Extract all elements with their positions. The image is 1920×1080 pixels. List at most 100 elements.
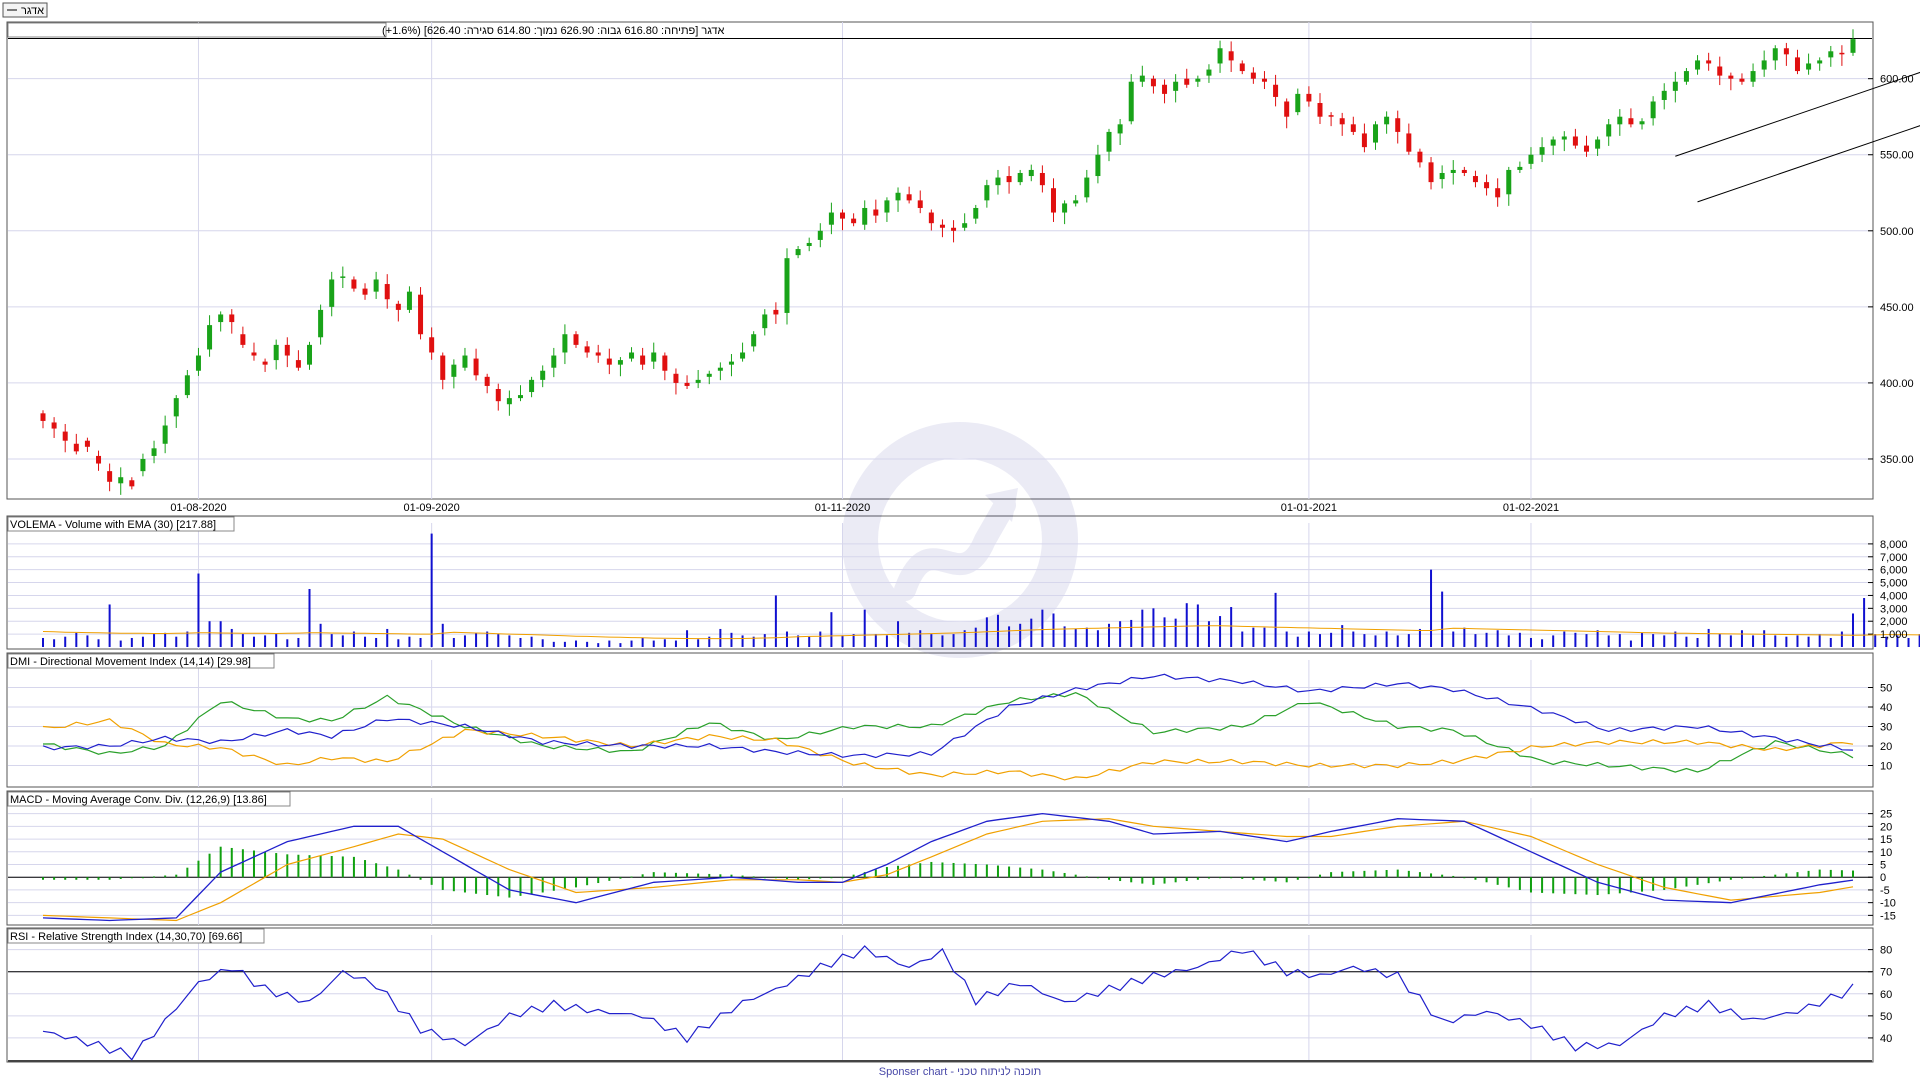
volume-bar bbox=[1341, 625, 1344, 647]
candle-body bbox=[1217, 48, 1223, 64]
macd-histogram-bar bbox=[53, 877, 56, 880]
macd-histogram-bar bbox=[1185, 877, 1188, 882]
macd-histogram-bar bbox=[597, 877, 600, 884]
candle-body bbox=[573, 334, 579, 345]
candle-body bbox=[1595, 139, 1601, 149]
candle-body bbox=[484, 376, 490, 386]
volume-bar bbox=[1185, 603, 1188, 647]
macd-histogram-bar bbox=[1363, 870, 1366, 878]
volume-bar bbox=[1674, 631, 1677, 647]
volume-bar bbox=[852, 634, 855, 647]
candle-body bbox=[851, 218, 857, 224]
dmi-title: DMI - Directional Movement Index (14,14)… bbox=[10, 656, 251, 668]
volume-bar bbox=[1230, 607, 1233, 647]
macd-histogram-bar bbox=[1063, 872, 1066, 878]
macd-histogram-bar bbox=[475, 877, 478, 894]
candle-body bbox=[1772, 48, 1778, 61]
macd-histogram-bar bbox=[852, 874, 855, 878]
volume-bar bbox=[1041, 609, 1044, 647]
candle-body bbox=[1761, 60, 1767, 70]
macd-histogram-bar bbox=[674, 872, 677, 878]
volume-bar bbox=[408, 636, 411, 647]
candle-body bbox=[1495, 188, 1501, 198]
macd-histogram-bar bbox=[741, 875, 744, 878]
macd-histogram-bar bbox=[1374, 870, 1377, 878]
macd-histogram-bar bbox=[486, 877, 489, 896]
volume-bar bbox=[1629, 640, 1632, 647]
macd-histogram-bar bbox=[419, 877, 422, 880]
macd-histogram-bar bbox=[1696, 877, 1699, 885]
candle-body bbox=[728, 361, 734, 365]
candle-body bbox=[1639, 121, 1645, 125]
price-tick-label: 500.00 bbox=[1880, 226, 1914, 238]
candle-body bbox=[1683, 71, 1689, 82]
macd-histogram-bar bbox=[575, 877, 578, 888]
macd-histogram-bar bbox=[797, 877, 800, 880]
volume-bar bbox=[75, 632, 78, 647]
candle-body bbox=[1295, 93, 1301, 113]
volume-bar bbox=[352, 631, 355, 647]
minus-di-line bbox=[42, 718, 1854, 781]
candle-body bbox=[1672, 81, 1678, 91]
volume-bar bbox=[752, 636, 755, 647]
candle-body bbox=[840, 212, 846, 219]
macd-tick-label: -10 bbox=[1880, 898, 1896, 910]
macd-histogram-bar bbox=[130, 877, 133, 879]
candle-body bbox=[1162, 84, 1168, 94]
candle-body bbox=[229, 314, 235, 323]
candle-body bbox=[262, 361, 268, 365]
candle-body bbox=[129, 480, 135, 487]
instrument-toggle-button[interactable]: אדגר bbox=[2, 2, 48, 18]
macd-histogram-bar bbox=[563, 877, 566, 890]
candle-body bbox=[1706, 60, 1712, 64]
volume-bar bbox=[463, 635, 466, 647]
candle-body bbox=[207, 325, 213, 350]
volume-bar bbox=[1352, 631, 1355, 647]
candle-body bbox=[1506, 169, 1512, 195]
macd-histogram-bar bbox=[319, 855, 322, 878]
volume-bar bbox=[941, 635, 944, 647]
candle-body bbox=[1572, 136, 1578, 146]
volume-bar bbox=[108, 604, 111, 647]
candle-body bbox=[540, 370, 546, 380]
volume-bar bbox=[808, 636, 811, 647]
macd-histogram-bar bbox=[1441, 874, 1444, 878]
candle-body bbox=[1517, 166, 1523, 170]
macd-histogram-bar bbox=[1618, 877, 1621, 894]
candle-body bbox=[318, 309, 324, 338]
macd-histogram-bar bbox=[275, 853, 278, 878]
macd-histogram-bar bbox=[897, 865, 900, 878]
price-panel bbox=[6, 21, 1874, 500]
volume-bar bbox=[1130, 619, 1133, 647]
macd-histogram-bar bbox=[1407, 870, 1410, 878]
volume-bar bbox=[1108, 623, 1111, 647]
candle-body bbox=[1273, 84, 1279, 97]
macd-histogram-bar bbox=[730, 874, 733, 878]
macd-histogram-bar bbox=[1852, 870, 1854, 878]
macd-histogram-bar bbox=[1663, 877, 1666, 890]
volume-bar bbox=[1641, 632, 1644, 647]
x-date-label: 01-09-2020 bbox=[404, 502, 460, 514]
candle-body bbox=[1017, 172, 1023, 183]
volume-bar bbox=[186, 631, 189, 647]
volume-bar bbox=[508, 635, 511, 647]
volume-bar bbox=[1219, 616, 1222, 647]
volume-bar bbox=[1740, 630, 1743, 647]
macd-histogram-bar bbox=[1774, 874, 1777, 878]
candle-body bbox=[740, 352, 746, 359]
candle-body bbox=[1406, 133, 1412, 152]
candle-body bbox=[1794, 57, 1800, 72]
macd-histogram-bar bbox=[1019, 867, 1022, 878]
candle-body bbox=[551, 355, 557, 368]
candle-body bbox=[1806, 63, 1812, 70]
sponsor-footer[interactable]: Sponser chart - תוכנה לניתוח טכני bbox=[879, 1065, 1041, 1078]
volume-bar bbox=[1074, 628, 1077, 647]
macd-histogram-bar bbox=[519, 877, 522, 896]
volume-bar bbox=[597, 643, 600, 647]
candle-body bbox=[995, 177, 1001, 186]
volume-ema-line bbox=[42, 625, 1920, 640]
volume-bar bbox=[53, 639, 56, 647]
macd-histogram-bar bbox=[885, 867, 888, 878]
volume-bar bbox=[1596, 630, 1599, 647]
volume-bar bbox=[1163, 617, 1166, 647]
